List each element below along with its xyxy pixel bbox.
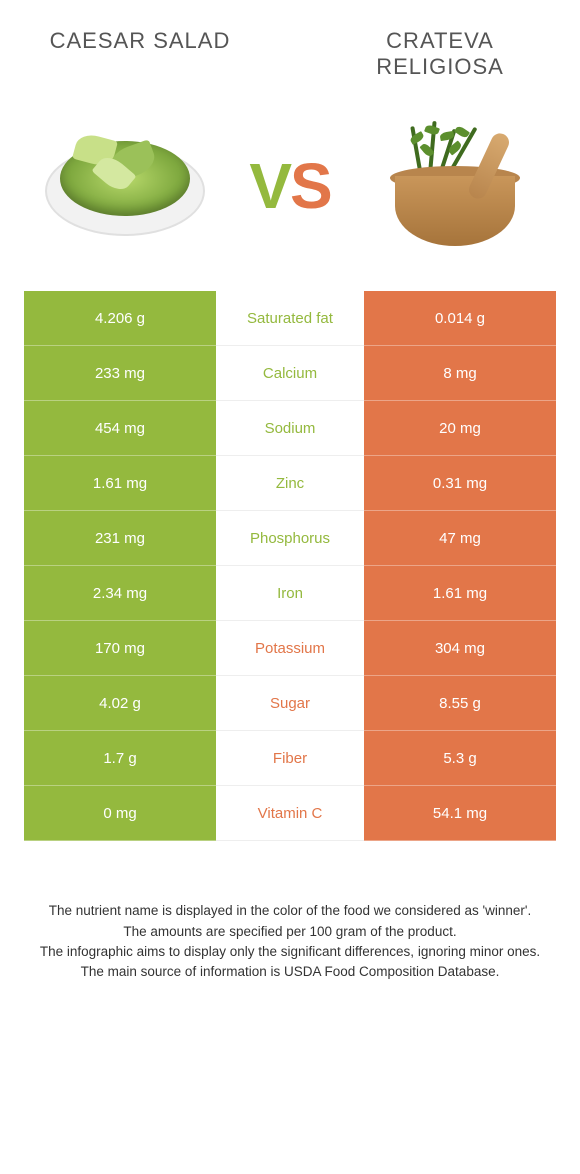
- right-value-cell: 8 mg: [364, 346, 556, 401]
- table-row: 170 mgPotassium304 mg: [24, 621, 556, 676]
- table-row: 2.34 mgIron1.61 mg: [24, 566, 556, 621]
- left-value-cell: 231 mg: [24, 511, 216, 566]
- left-value-cell: 1.61 mg: [24, 456, 216, 511]
- nutrient-table: 4.206 gSaturated fat0.014 g233 mgCalcium…: [24, 291, 556, 842]
- table-row: 4.02 gSugar8.55 g: [24, 676, 556, 731]
- table-row: 1.61 mgZinc0.31 mg: [24, 456, 556, 511]
- nutrient-name-cell: Potassium: [216, 621, 364, 676]
- left-value-cell: 4.206 g: [24, 291, 216, 346]
- vs-v: V: [249, 149, 290, 223]
- title-row: Caesar salad Crateva religiosa: [0, 0, 580, 91]
- right-value-cell: 0.014 g: [364, 291, 556, 346]
- right-value-cell: 5.3 g: [364, 731, 556, 786]
- nutrient-name-cell: Calcium: [216, 346, 364, 401]
- nutrient-name-cell: Vitamin C: [216, 786, 364, 841]
- footer-line: The nutrient name is displayed in the co…: [30, 901, 550, 921]
- footer-line: The main source of information is USDA F…: [30, 962, 550, 982]
- right-value-cell: 0.31 mg: [364, 456, 556, 511]
- table-row: 0 mgVitamin C54.1 mg: [24, 786, 556, 841]
- right-food-image: [370, 116, 540, 256]
- right-value-cell: 1.61 mg: [364, 566, 556, 621]
- left-value-cell: 4.02 g: [24, 676, 216, 731]
- footer-notes: The nutrient name is displayed in the co…: [0, 841, 580, 1012]
- right-value-cell: 54.1 mg: [364, 786, 556, 841]
- left-value-cell: 233 mg: [24, 346, 216, 401]
- left-value-cell: 170 mg: [24, 621, 216, 676]
- left-value-cell: 454 mg: [24, 401, 216, 456]
- right-food-title: Crateva religiosa: [340, 28, 540, 81]
- right-value-cell: 304 mg: [364, 621, 556, 676]
- nutrient-name-cell: Sugar: [216, 676, 364, 731]
- comparison-infographic: Caesar salad Crateva religiosa VS 4.206 …: [0, 0, 580, 1012]
- left-value-cell: 1.7 g: [24, 731, 216, 786]
- nutrient-name-cell: Fiber: [216, 731, 364, 786]
- footer-line: The infographic aims to display only the…: [30, 942, 550, 962]
- nutrient-name-cell: Iron: [216, 566, 364, 621]
- right-value-cell: 47 mg: [364, 511, 556, 566]
- nutrient-name-cell: Sodium: [216, 401, 364, 456]
- right-value-cell: 20 mg: [364, 401, 556, 456]
- vs-s: S: [290, 149, 331, 223]
- table-row: 454 mgSodium20 mg: [24, 401, 556, 456]
- left-food-title: Caesar salad: [40, 28, 240, 81]
- left-value-cell: 0 mg: [24, 786, 216, 841]
- nutrient-name-cell: Saturated fat: [216, 291, 364, 346]
- left-value-cell: 2.34 mg: [24, 566, 216, 621]
- hero-row: VS: [0, 91, 580, 291]
- nutrient-name-cell: Zinc: [216, 456, 364, 511]
- left-food-image: [40, 116, 210, 256]
- table-row: 233 mgCalcium8 mg: [24, 346, 556, 401]
- table-row: 4.206 gSaturated fat0.014 g: [24, 291, 556, 346]
- vs-label: VS: [249, 149, 330, 223]
- table-row: 1.7 gFiber5.3 g: [24, 731, 556, 786]
- table-row: 231 mgPhosphorus47 mg: [24, 511, 556, 566]
- nutrient-name-cell: Phosphorus: [216, 511, 364, 566]
- right-value-cell: 8.55 g: [364, 676, 556, 731]
- footer-line: The amounts are specified per 100 gram o…: [30, 922, 550, 942]
